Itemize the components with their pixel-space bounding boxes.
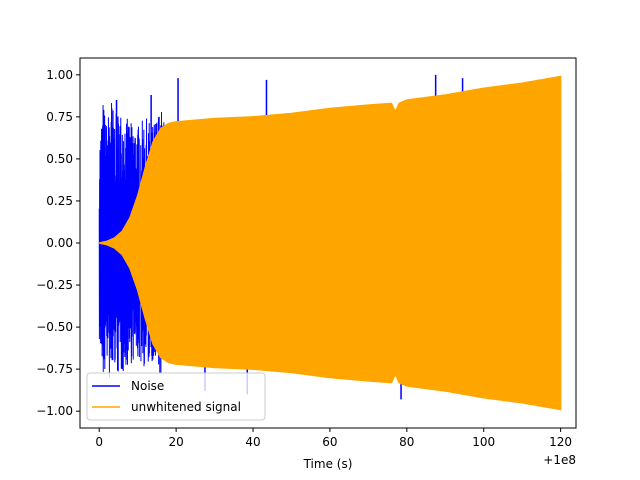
y-tick-label: 0.50 (46, 152, 73, 166)
y-tick-label: 0.00 (46, 236, 73, 250)
x-axis-ticks: 0 20 40 60 80 100 120 (95, 428, 572, 449)
y-tick-label: 0.75 (46, 110, 73, 124)
x-tick-label: 40 (245, 435, 260, 449)
x-axis-offset: +1e8 (543, 453, 576, 467)
y-tick-label: −0.25 (36, 278, 73, 292)
legend-label-noise: Noise (131, 379, 164, 393)
y-tick-label: −0.75 (36, 362, 73, 376)
y-tick-label: 0.25 (46, 194, 73, 208)
legend-label-unwhitened-signal: unwhitened signal (131, 400, 241, 414)
x-axis-label: Time (s) (303, 457, 353, 471)
legend: Noise unwhitened signal (86, 372, 266, 421)
x-tick-label: 0 (95, 435, 103, 449)
x-tick-label: 100 (472, 435, 495, 449)
x-tick-label: 120 (549, 435, 572, 449)
y-tick-label: 1.00 (46, 68, 73, 82)
series-line-unwhitened-signal (99, 75, 562, 411)
y-tick-label: −0.50 (36, 320, 73, 334)
x-tick-label: 80 (399, 435, 414, 449)
x-tick-label: 20 (168, 435, 183, 449)
x-tick-label: 60 (322, 435, 337, 449)
y-axis-ticks: −1.00 −0.75 −0.50 −0.25 0.00 0.25 0.50 0.75 1.00 (36, 68, 80, 418)
y-tick-label: −1.00 (36, 404, 73, 418)
legend-box (86, 372, 266, 421)
series-layer (98, 74, 562, 411)
